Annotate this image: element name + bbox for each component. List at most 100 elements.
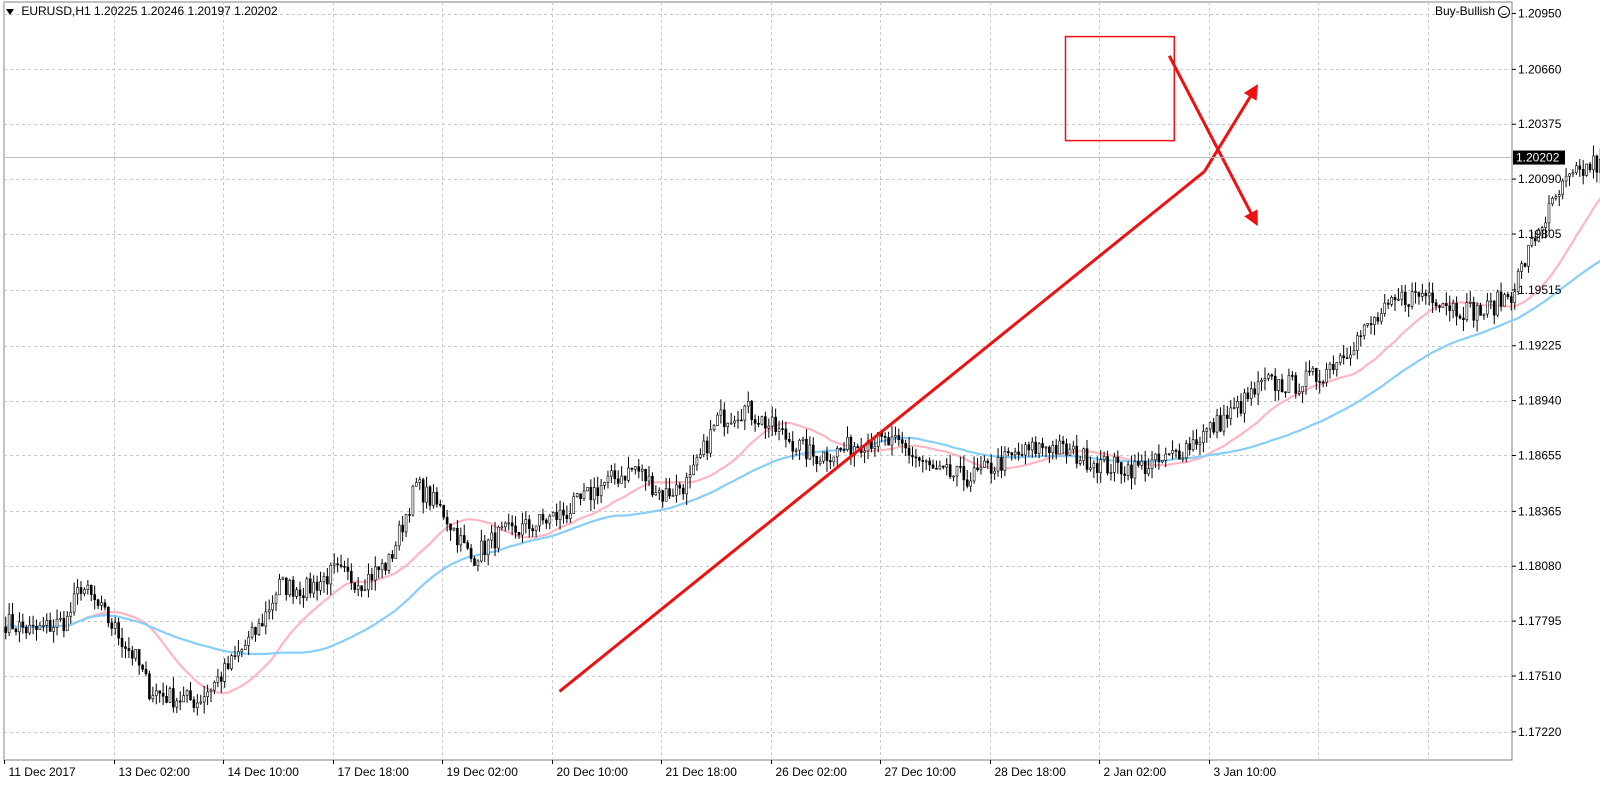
moving-average-line (4, 197, 1600, 695)
candle-body (428, 486, 432, 506)
candle (230, 653, 233, 671)
candle (849, 434, 853, 466)
candle-body (418, 479, 422, 483)
candle-body (1037, 443, 1041, 454)
candle (1089, 456, 1092, 472)
candle (435, 487, 439, 508)
candle (312, 575, 315, 598)
candle (1119, 461, 1123, 484)
candle (483, 535, 487, 563)
candle (1503, 292, 1506, 307)
candle-body (1465, 302, 1469, 320)
candle (466, 539, 469, 551)
current-price-label: 1.20202 (1516, 151, 1560, 165)
candle (719, 399, 723, 424)
candle-body (514, 525, 517, 533)
candle (281, 576, 285, 581)
candle-body (1147, 468, 1150, 475)
candle-body (996, 457, 1000, 472)
candle-body (753, 419, 757, 424)
candle-body (452, 527, 456, 531)
candle-body (404, 514, 408, 533)
expert-name: Buy-Bullish (1434, 4, 1495, 18)
candle (818, 456, 822, 466)
candle (93, 585, 96, 610)
expert-advisor-label[interactable]: Buy-Bullish (1435, 4, 1510, 18)
candle-body (377, 566, 380, 571)
candle-body (942, 465, 945, 468)
candle-body (1328, 363, 1332, 370)
candle (538, 514, 541, 532)
candle (1167, 453, 1171, 456)
candle-body (1157, 453, 1161, 463)
candle (1297, 383, 1301, 397)
candle (1212, 418, 1215, 435)
candle-body (165, 695, 168, 703)
candle-body (1205, 428, 1209, 432)
candle-body (1044, 446, 1048, 449)
candle-body (664, 488, 668, 502)
candle (1561, 178, 1564, 200)
candle (288, 578, 292, 598)
candle (69, 602, 73, 624)
x-tick-label: 20 Dec 10:00 (557, 765, 629, 779)
candle (541, 508, 545, 525)
candle (442, 504, 446, 520)
candle-body (158, 690, 161, 694)
candle (1458, 313, 1462, 320)
candle-body (1249, 388, 1253, 399)
candle (825, 446, 829, 472)
symbol-label: EURUSD,H1 (21, 4, 91, 18)
candle-body (1400, 291, 1404, 300)
candle (962, 455, 966, 492)
candle (141, 663, 144, 672)
candle-body (1325, 369, 1328, 383)
candle-body (517, 531, 521, 536)
candle (411, 484, 415, 517)
candle-body (1270, 374, 1274, 377)
candle-body (1349, 354, 1352, 359)
candle (1267, 372, 1270, 381)
candle-body (1119, 462, 1123, 475)
x-tick-label: 27 Dec 10:00 (885, 765, 957, 779)
candle-body (1537, 229, 1541, 242)
dropdown-triangle-icon[interactable] (6, 8, 14, 15)
candle (986, 458, 990, 469)
candle (835, 445, 839, 468)
x-tick-label: 21 Dec 18:00 (666, 765, 738, 779)
candle-body (1284, 391, 1287, 394)
candle-body (117, 622, 120, 639)
candle-body (1520, 263, 1523, 272)
candle (647, 466, 651, 487)
candle-body (445, 516, 449, 525)
candle-body (1154, 453, 1157, 461)
candle-body (360, 585, 363, 591)
candle-body (918, 457, 921, 461)
candle-body (257, 623, 261, 635)
candle (315, 575, 319, 601)
candle (1338, 353, 1342, 366)
candle-body (1503, 294, 1506, 307)
candle-body (1564, 175, 1568, 182)
candle-body (1441, 303, 1445, 308)
candle (89, 584, 93, 602)
candle-body (681, 487, 685, 495)
candle-body (83, 589, 86, 594)
candle-body (610, 470, 613, 477)
candle-body (264, 611, 268, 627)
candle (839, 447, 842, 453)
candle (705, 436, 709, 461)
candle-body (890, 436, 894, 446)
candle-body (829, 460, 832, 463)
candle (907, 437, 911, 464)
candle-body (1561, 180, 1564, 195)
candle-body (137, 649, 141, 666)
candle-body (48, 620, 52, 632)
candle-body (1010, 452, 1014, 456)
candle-body (384, 562, 387, 571)
candle-body (298, 589, 302, 597)
candle-body (965, 479, 969, 487)
candle-body (815, 455, 818, 465)
candle (1421, 283, 1424, 302)
